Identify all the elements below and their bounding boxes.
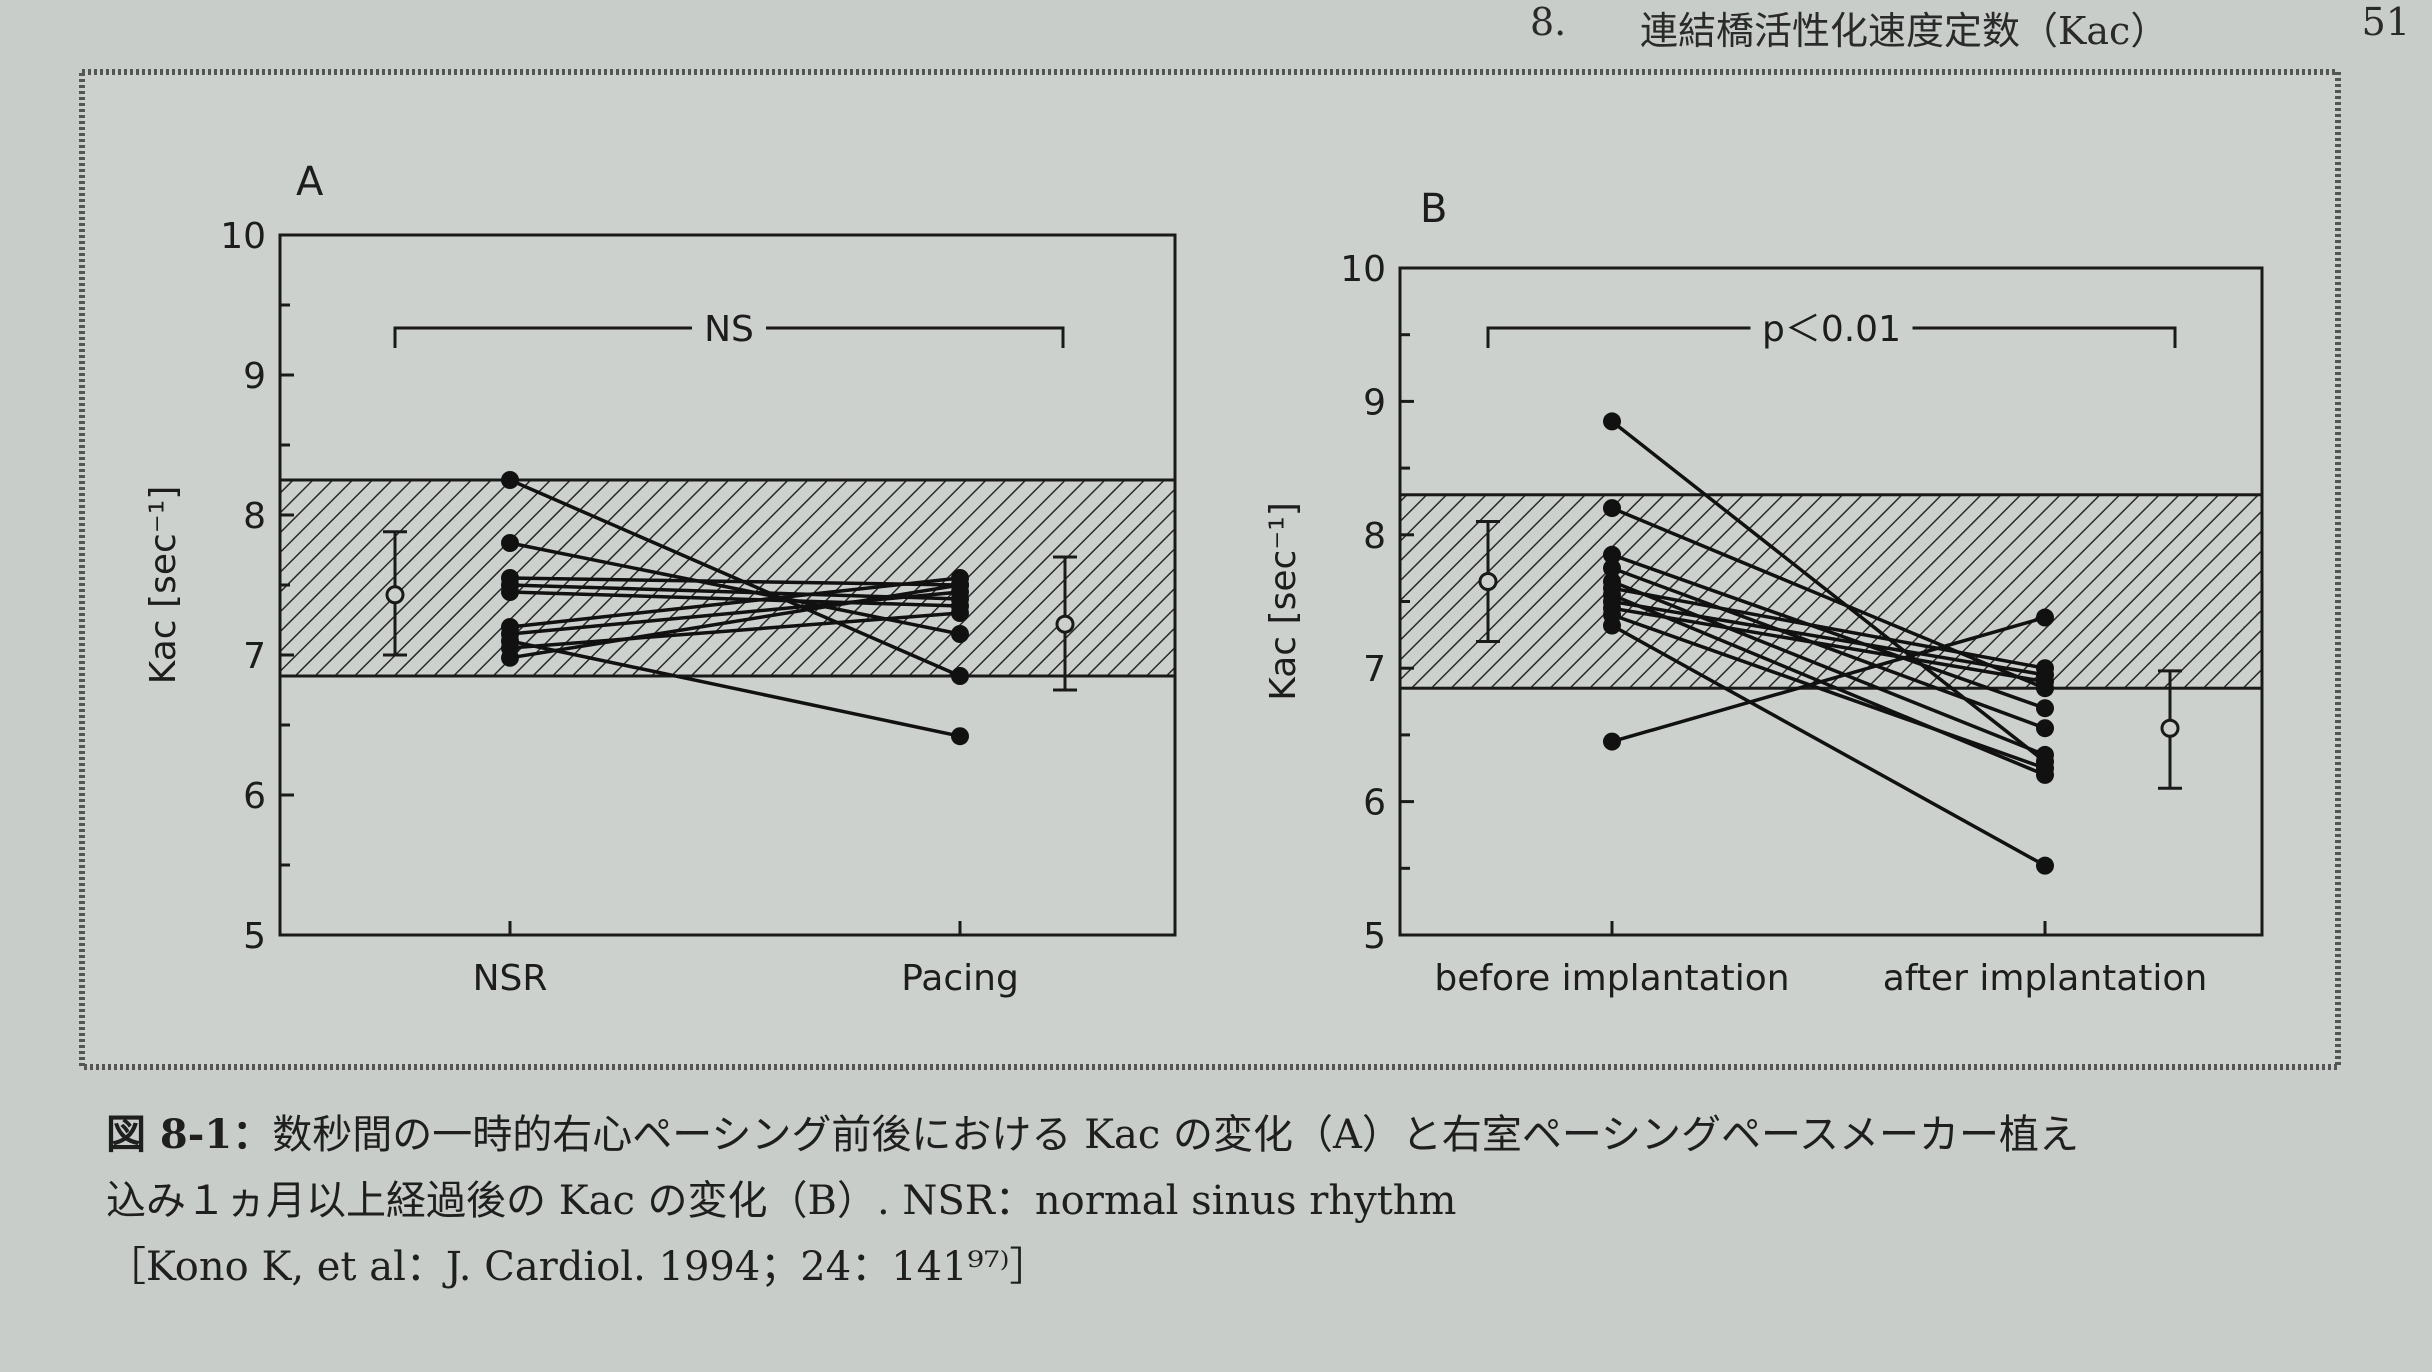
pair-line [1611,613,2046,770]
data-point-before [1603,559,1621,578]
data-point-before [1603,545,1621,564]
data-point-before [1603,616,1621,635]
data-point-after [2036,672,2054,691]
x-category-label: Pacing [901,958,1019,999]
pair-line [1611,606,2046,684]
data-point-before [501,534,519,552]
significance-label: NS [704,309,754,350]
data-point-before [1603,499,1621,518]
y-axis-label: Kac [sec⁻¹] [1263,502,1304,701]
page-header: 8. 連結橋活性化速度定数（Kac） 51 [1530,0,2410,56]
data-point-after [2036,719,2054,738]
panel-letter: B [1420,186,1447,232]
caption-line-1: 図 8-1：数秒間の一時的右心ペーシング前後における Kac の変化（A）と右室… [106,1102,2406,1168]
data-point-before [501,471,519,489]
pair-line [1611,506,2046,690]
data-point-before [501,648,519,667]
pair-line [1611,579,2046,757]
y-tick-label: 7 [243,636,266,677]
y-tick-label: 9 [1363,382,1386,423]
caption-text-1: 数秒間の一時的右心ペーシング前後における Kac の変化（A）と右室ペーシングペ… [272,1112,2080,1158]
y-tick-label: 8 [1363,516,1386,557]
data-point-before [1603,732,1621,751]
y-tick-label: 10 [220,216,266,257]
x-category-label: before implantation [1434,958,1789,999]
pair-line [1611,599,2046,677]
section-number: 8. [1530,0,1567,44]
significance-label: p＜0.01 [1762,309,1901,350]
data-point-before [501,583,519,601]
y-tick-label: 6 [243,776,266,817]
data-point-after [951,576,969,594]
data-point-before [1603,412,1621,431]
figure-8-1: A 5 6 7 8 9 10 Kac [sec⁻¹] NSR Pacing NS B 5 6 7 8 9 10 K… [79,69,2341,1070]
section-title: 連結橋活性化速度定数（Kac） [1640,9,2169,53]
significance-bracket [1486,326,2177,348]
pair-line [509,576,961,587]
mean-marker [1478,571,1498,591]
pair-line [509,639,961,738]
data-point-after [2036,745,2054,764]
data-point-after [2036,608,2054,627]
data-point-after [951,604,969,622]
panel-letter: A [296,159,324,205]
mean-marker [1055,614,1075,634]
data-point-after [2036,699,2054,718]
y-axis-label: Kac [sec⁻¹] [143,486,184,685]
pair-line [1611,593,2046,777]
mean-marker [2160,718,2180,738]
pair-line [509,478,961,678]
x-category-label: NSR [473,958,548,999]
y-tick-label: 6 [1363,783,1386,824]
pair-line [1611,553,2046,710]
y-tick-label: 7 [1363,649,1386,690]
panel-b: B 5 6 7 8 9 10 Kac [sec⁻¹] before implantation af… [1263,186,2264,999]
caption-reference: ［Kono K, et al：J. Cardiol. 1994；24：141⁹⁷… [106,1244,1050,1290]
pair-line [1611,586,2046,670]
caption-line-2: 込み１ヵ月以上経過後の Kac の変化（B）. NSR：normal sinus… [106,1178,1457,1224]
y-tick-label: 5 [1363,916,1386,957]
page-number: 51 [2361,0,2410,44]
pair-line [509,576,961,629]
normal-range-band [278,478,1177,678]
y-tick-label: 10 [1340,249,1386,290]
data-point-after [951,667,969,685]
pair-line [1611,623,2046,868]
pair-line [1610,420,2047,763]
pair-line [509,611,961,650]
significance-bracket [393,326,1065,348]
data-point-after [951,625,969,643]
caption-figure-label: 図 8-1： [106,1111,273,1158]
pair-line [1611,615,2046,744]
figure-caption: 図 8-1：数秒間の一時的右心ペーシング前後における Kac の変化（A）と右室… [106,1102,2406,1300]
y-tick-label: 9 [243,356,266,397]
y-tick-label: 5 [243,916,266,957]
pair-line [1611,566,2046,730]
mean-marker [385,585,405,605]
data-point-after [2036,759,2054,778]
data-point-after [951,727,969,746]
pair-line [509,590,961,636]
pair-line [509,583,961,660]
y-tick-label: 8 [243,496,266,537]
pair-line [509,590,961,608]
data-point-after [2036,856,2054,875]
x-category-label: after implantation [1883,958,2208,999]
panel-a: A 5 6 7 8 9 10 Kac [sec⁻¹] NSR Pacing NS [143,159,1177,999]
